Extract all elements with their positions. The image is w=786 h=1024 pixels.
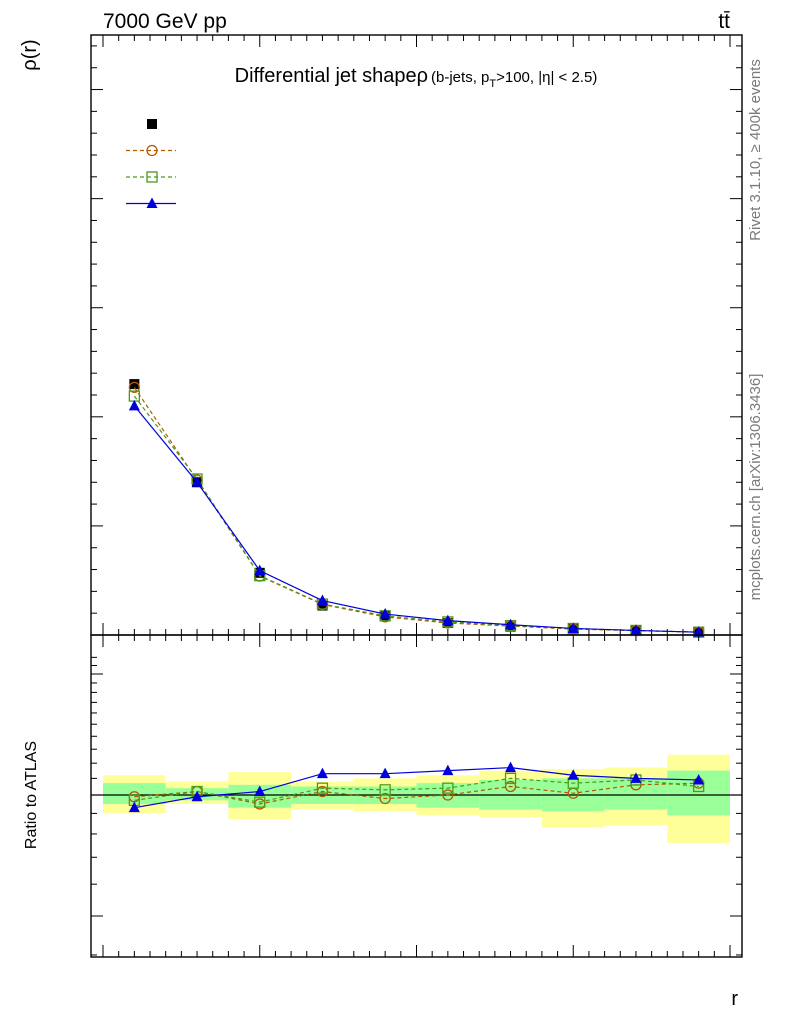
data-point <box>693 626 705 637</box>
series-line <box>134 782 699 805</box>
data-point <box>442 614 454 626</box>
data-point <box>316 594 328 606</box>
header-left: 7000 GeV pp <box>103 10 227 33</box>
data-point <box>442 764 454 776</box>
data-point <box>254 785 266 797</box>
legend-marker <box>146 171 158 183</box>
data-point <box>128 381 141 394</box>
data-point <box>504 772 517 785</box>
data-point <box>630 624 642 635</box>
main-title: Differential jet shapeρ (b-jets, pT>100, … <box>235 65 598 90</box>
legend <box>126 119 176 208</box>
ratio-band-stat <box>604 778 668 810</box>
data-point <box>505 618 517 630</box>
rivet-label: Rivet 3.1.10, ≥ 400k events <box>747 59 764 241</box>
data-point <box>379 792 391 805</box>
data-point <box>567 769 579 780</box>
mcplots-label: mcplots.cern.ch [arXiv:1306.3436] <box>747 374 764 601</box>
y-axis-label-top: ρ(r) <box>19 39 41 70</box>
ratio-band-stat <box>228 784 292 808</box>
x-axis-label: r <box>731 988 738 1010</box>
series-line <box>134 766 699 809</box>
y-axis-label-ratio: Ratio to ATLAS <box>23 741 40 849</box>
data-point <box>442 782 454 794</box>
data-point <box>693 773 705 785</box>
data-point <box>128 801 140 813</box>
top-frame <box>90 34 743 636</box>
series-line <box>133 387 699 633</box>
title-end: >100, |η| < 2.5) <box>496 69 597 86</box>
data-point <box>316 767 328 779</box>
legend-marker <box>146 144 158 157</box>
series-2 <box>128 761 705 813</box>
data-point <box>379 608 391 619</box>
data-point <box>128 399 140 411</box>
data-point <box>129 379 140 390</box>
title-main: Differential jet shapeρ <box>235 65 428 87</box>
series-3 <box>128 399 705 637</box>
ratio-band-stat <box>103 783 166 804</box>
data-point <box>191 476 203 487</box>
data-point <box>442 789 454 801</box>
legend-entry-1 <box>126 144 176 157</box>
series-line <box>133 405 699 633</box>
data-point <box>379 784 391 796</box>
legend-entry-3 <box>126 197 176 208</box>
data-point <box>254 564 266 576</box>
data-point <box>191 790 203 802</box>
data-point <box>630 772 642 783</box>
title-sub: T <box>489 78 496 90</box>
series-1 <box>128 381 705 638</box>
data-point <box>504 780 517 793</box>
header-right: tt̄ <box>718 10 730 33</box>
title-suffix: (b-jets, p <box>431 69 489 86</box>
legend-entry-0 <box>147 119 157 129</box>
data-point <box>254 796 266 808</box>
data-point <box>379 767 391 779</box>
legend-entry-2 <box>126 171 176 183</box>
legend-marker <box>146 197 158 208</box>
data-point <box>505 761 517 773</box>
series-2 <box>128 390 705 638</box>
data-point <box>317 600 328 611</box>
data-point <box>567 622 579 633</box>
ratio-panel <box>90 634 743 958</box>
data-point <box>316 782 329 794</box>
top-panel <box>90 34 743 638</box>
legend-marker <box>147 119 157 129</box>
